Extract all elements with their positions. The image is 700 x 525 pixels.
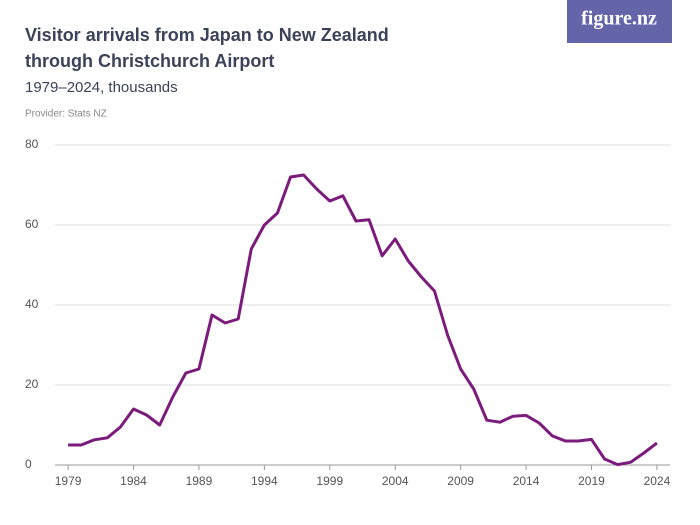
- logo: figure.nz: [581, 8, 657, 30]
- y-tick-label: 0: [25, 457, 32, 471]
- x-tick-label: 2004: [382, 474, 409, 488]
- x-tick-label: 2019: [578, 474, 605, 488]
- x-tick-label: 1984: [120, 474, 147, 488]
- x-tick-label: 1979: [55, 474, 82, 488]
- provider: Provider: Stats NZ: [25, 109, 107, 120]
- y-tick-label: 40: [25, 297, 39, 311]
- chart-title: Visitor arrivals from Japan to New Zeala…: [25, 25, 389, 71]
- data-line: [68, 173, 658, 467]
- x-tick-label: 1989: [186, 474, 213, 488]
- logo-box: [567, 0, 672, 43]
- y-tick-label: 60: [25, 217, 39, 231]
- y-tick-label: 20: [25, 377, 39, 391]
- y-tick-label: 80: [25, 137, 39, 151]
- x-tick-label: 2024: [644, 474, 671, 488]
- x-tick-label: 1994: [251, 474, 278, 488]
- chart-subtitle: 1979–2024, thousands: [25, 79, 178, 96]
- x-tick-label: 1999: [316, 474, 343, 488]
- x-tick-label: 2014: [513, 474, 540, 488]
- x-tick-label: 2009: [447, 474, 474, 488]
